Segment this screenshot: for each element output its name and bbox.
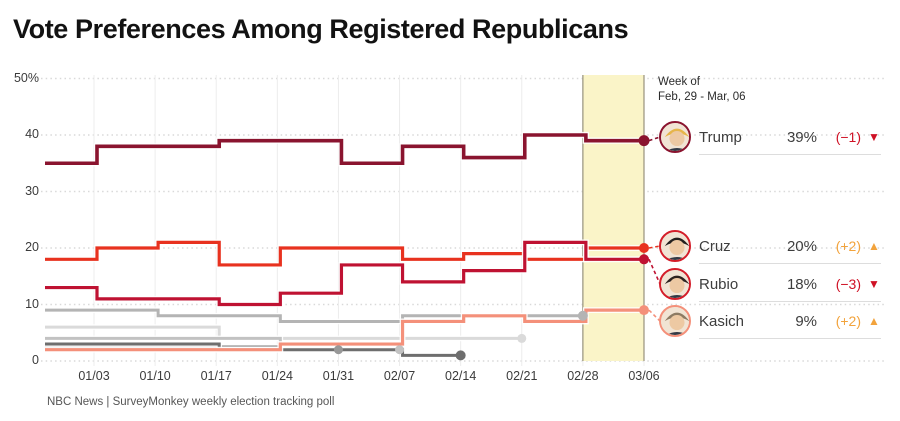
- up-triangle-icon: ▲: [868, 314, 880, 328]
- series-line-Rubio: [45, 240, 644, 307]
- rubio-avatar: [659, 268, 691, 300]
- series-end-dot-unlabeled-gray-3: [333, 345, 343, 355]
- series-end-dot-unlabeled-gray-2: [395, 345, 405, 355]
- page-title: Vote Preferences Among Registered Republ…: [13, 14, 629, 44]
- legend-connector-Rubio: [648, 258, 661, 285]
- x-axis-label-01/31: 01/31: [322, 369, 355, 383]
- legend-row-cruz: Cruz 20% (+2) ▲: [659, 228, 883, 264]
- legend-connector-Trump: [648, 136, 661, 142]
- candidate-photo-placeholder: [661, 232, 689, 260]
- y-axis-label-30: 30: [25, 183, 39, 198]
- x-axis-label-02/14: 02/14: [445, 369, 477, 383]
- candidate-photo-placeholder: [661, 123, 689, 151]
- series-end-dot-unlabeled-gray-4: [577, 310, 588, 321]
- series-halo-Rubio: [45, 239, 644, 308]
- candidate-change: (+2): [835, 313, 861, 329]
- x-axis-label-01/03: 01/03: [78, 369, 110, 383]
- series-end-dot-Rubio: [638, 254, 649, 265]
- y-axis-label-50: 50%: [13, 70, 39, 85]
- legend-row-underline: [699, 338, 881, 339]
- legend-connector-Cruz: [648, 245, 661, 249]
- x-axis-label-01/24: 01/24: [261, 369, 293, 383]
- legend-row-kasich: Kasich 9% (+2) ▲: [659, 303, 883, 339]
- x-axis-label-01/10: 01/10: [139, 369, 171, 383]
- y-axis-label-20: 20: [25, 240, 39, 254]
- x-axis-label-03/06: 03/06: [628, 369, 660, 383]
- candidate-percent: 18%: [786, 275, 817, 293]
- candidate-change: (+2): [835, 238, 861, 254]
- source-credit: NBC News | SurveyMonkey weekly election …: [47, 396, 335, 408]
- trump-avatar: [659, 121, 691, 153]
- x-axis-label-02/21: 02/21: [506, 369, 538, 383]
- legend-row-trump: Trump 39% (−1) ▼: [659, 119, 883, 155]
- up-triangle-icon: ▲: [868, 239, 880, 253]
- legend-row-underline: [699, 263, 881, 264]
- candidate-photo-placeholder: [661, 307, 689, 335]
- series-line-Kasich: [45, 308, 644, 352]
- series-end-dot-Cruz: [638, 243, 649, 253]
- series-halo-Trump: [45, 131, 644, 167]
- candidate-percent: 20%: [786, 237, 817, 255]
- legend-row-rubio: Rubio 18% (−3) ▼: [659, 266, 883, 302]
- y-axis-label-0: 0: [32, 353, 39, 367]
- series-end-dot-Trump: [638, 135, 650, 147]
- legend-row-underline: [699, 154, 881, 155]
- legend-connector-Kasich: [648, 309, 661, 322]
- candidate-percent: 9%: [795, 312, 817, 330]
- current-week-highlight-band: [582, 75, 644, 361]
- legend-row-underline: [699, 301, 881, 302]
- candidate-change: (−3): [835, 276, 861, 292]
- y-axis-label-40: 40: [25, 127, 39, 141]
- candidate-percent: 39%: [786, 128, 817, 146]
- candidate-photo-placeholder: [661, 270, 689, 298]
- y-axis-label-10: 10: [25, 296, 39, 311]
- candidate-name: Kasich: [699, 312, 745, 330]
- series-end-dot-unlabeled-gray-1: [517, 333, 527, 343]
- kasich-avatar: [659, 305, 691, 337]
- down-triangle-icon: ▼: [868, 277, 880, 291]
- week-annotation: Week of Feb, 29 - Mar, 06: [658, 75, 746, 105]
- candidate-name: Rubio: [699, 275, 739, 293]
- week-annotation-line1: Week of: [658, 76, 700, 88]
- week-annotation-line2: Feb, 29 - Mar, 06: [658, 91, 746, 103]
- series-end-dot-unlabeled-gray-5: [455, 350, 466, 361]
- cruz-avatar: [659, 230, 691, 262]
- candidate-name: Cruz: [699, 237, 731, 255]
- candidate-change: (−1): [835, 129, 861, 145]
- series-end-dot-Kasich: [638, 305, 649, 316]
- series-line-Trump: [45, 133, 644, 166]
- x-axis-label-02/28: 02/28: [567, 369, 599, 383]
- series-halo-Cruz: [45, 239, 644, 268]
- candidate-name: Trump: [699, 128, 742, 146]
- down-triangle-icon: ▼: [868, 130, 880, 144]
- x-axis-label-01/17: 01/17: [200, 369, 232, 383]
- x-axis-label-02/07: 02/07: [383, 369, 416, 383]
